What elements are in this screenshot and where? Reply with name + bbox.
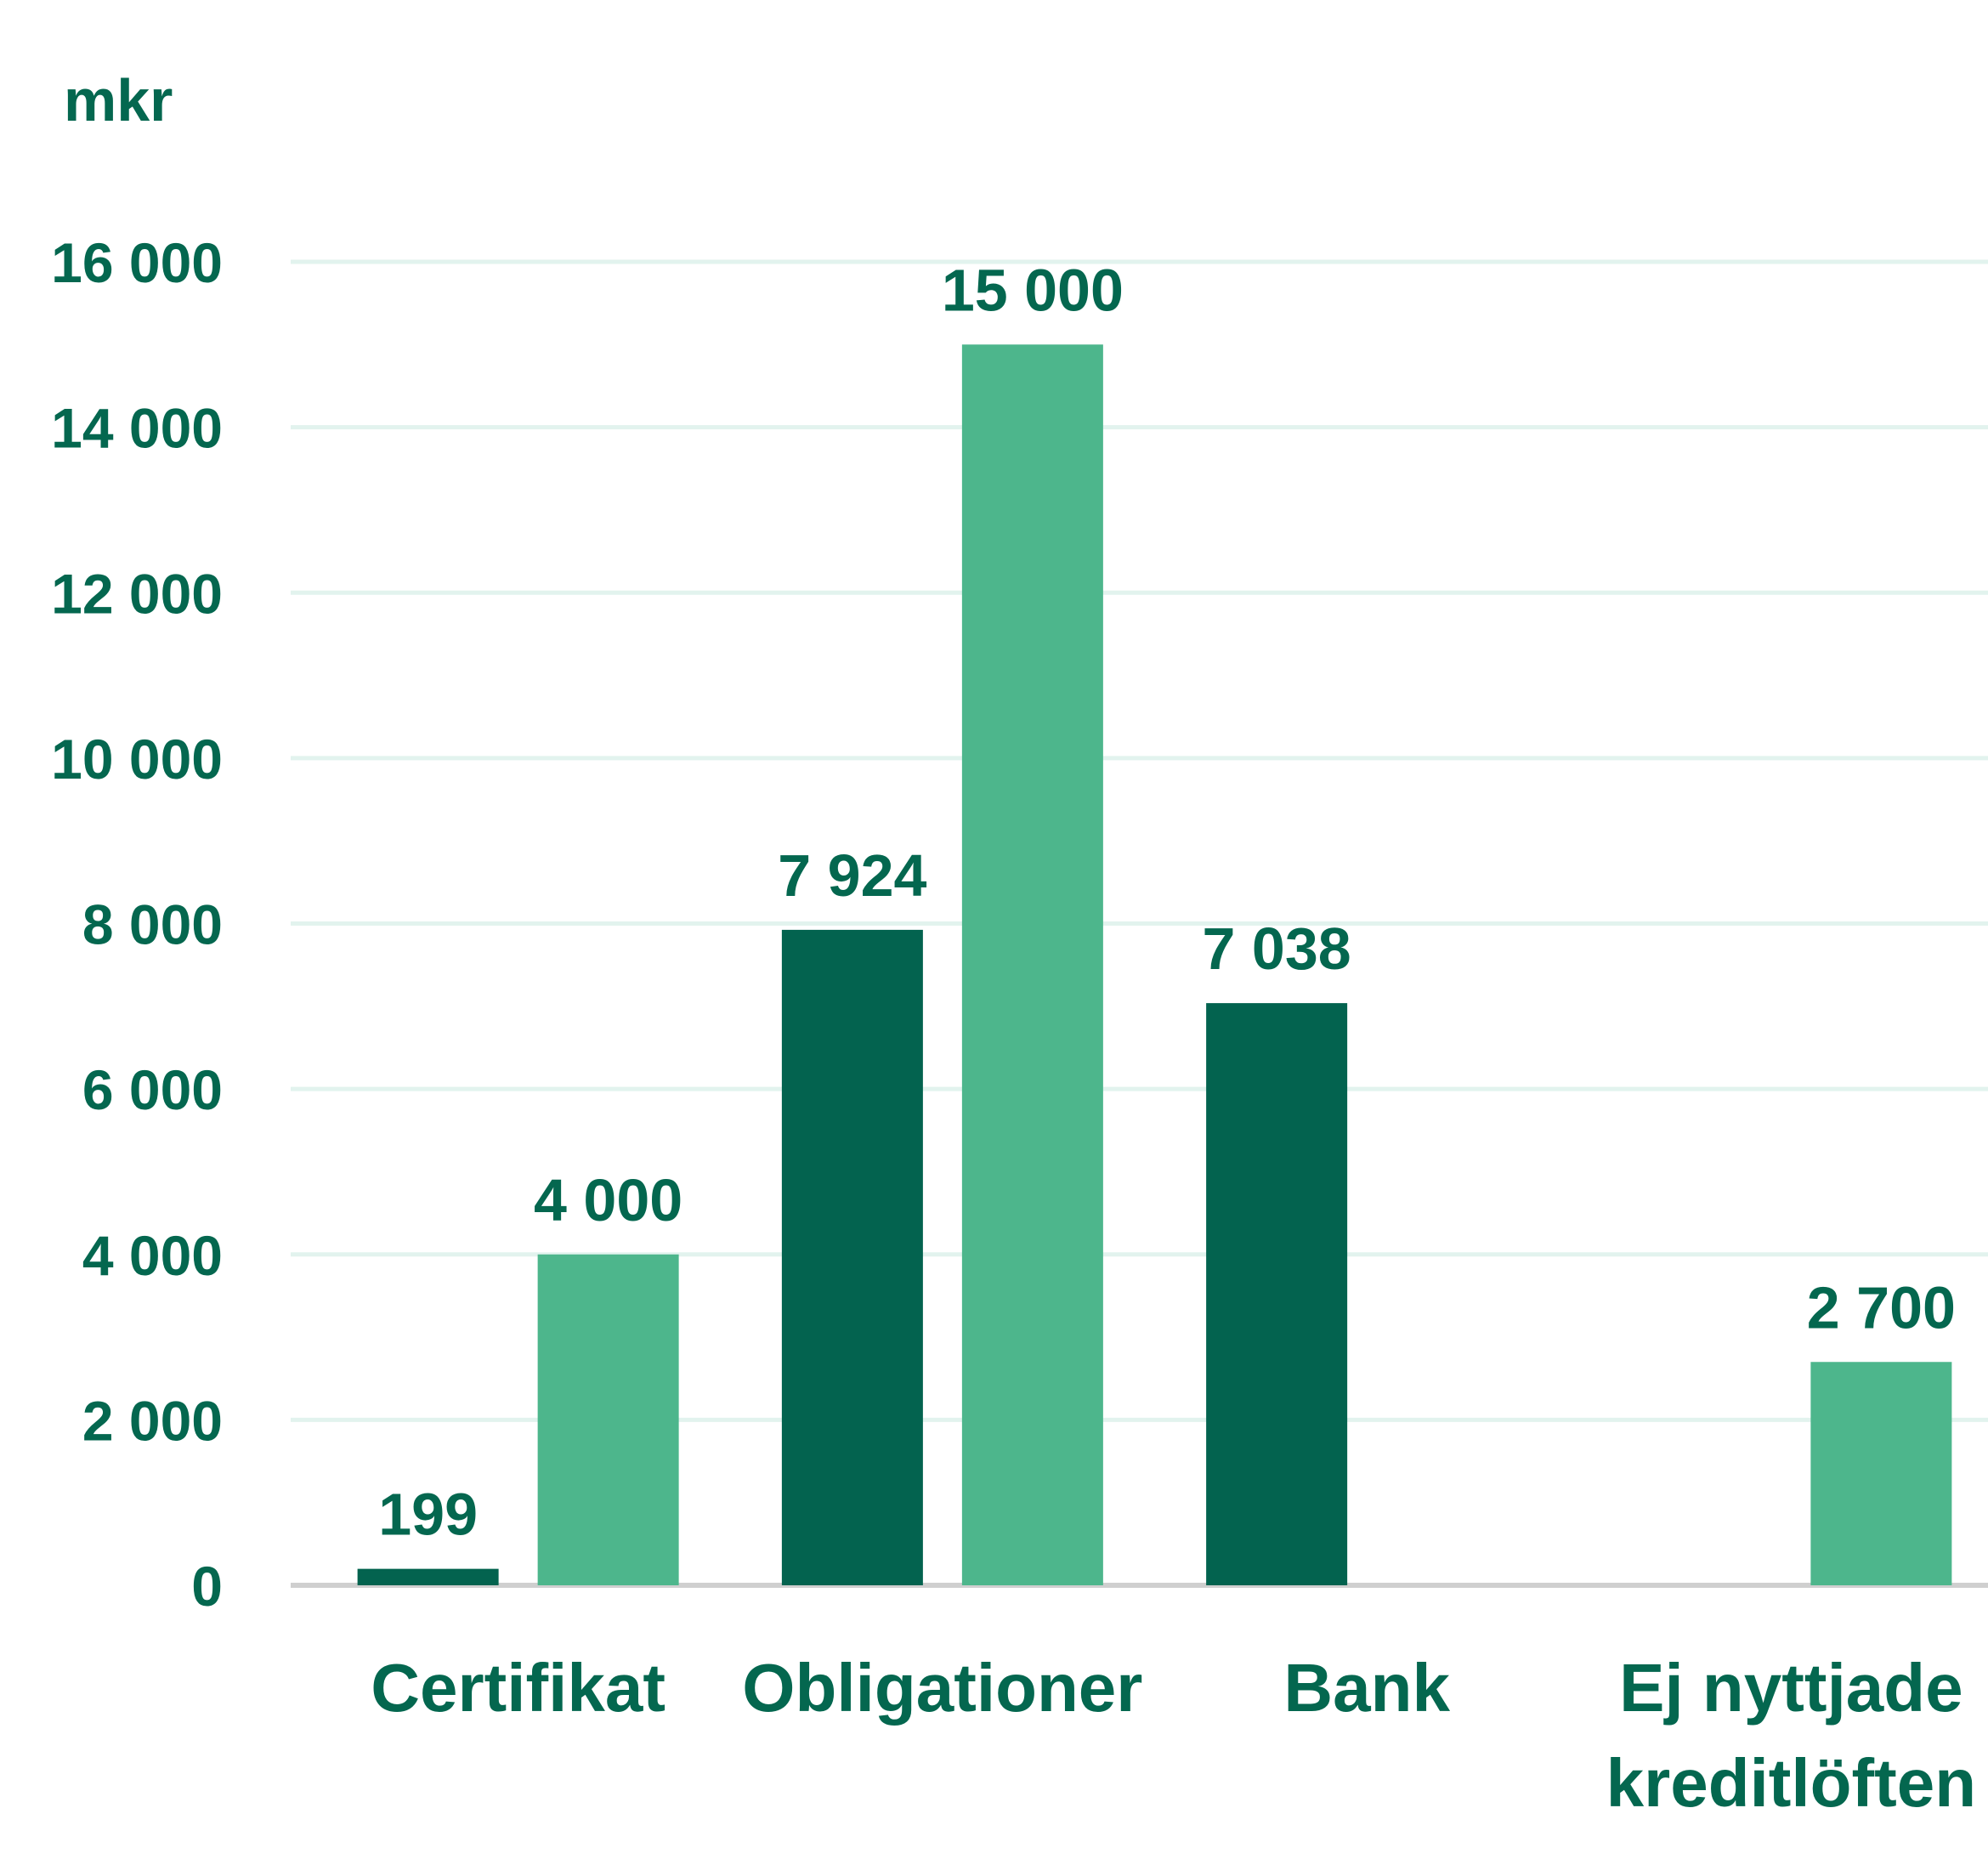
y-tick-label-3: 6 000: [82, 1058, 223, 1121]
bars: [357, 344, 1952, 1585]
bar-0-1: [537, 1254, 679, 1585]
bar-3-1: [1810, 1362, 1952, 1585]
data-label-3-1: 2 700: [1807, 1274, 1956, 1340]
bar-1-0: [781, 929, 923, 1585]
bar-1-1: [961, 344, 1103, 1585]
y-tick-label-5: 10 000: [51, 728, 223, 791]
y-tick-label-6: 12 000: [51, 562, 223, 625]
data-label-2-0: 7 038: [1203, 915, 1351, 982]
data-label-0-0: 199: [378, 1482, 478, 1548]
y-tick-label-0: 0: [191, 1555, 223, 1618]
data-labels: 199 4 000 7 924 15 000 7 038 2 700: [378, 257, 1956, 1547]
y-unit-label: mkr: [64, 67, 173, 133]
bar-0-0: [357, 1568, 499, 1585]
data-label-1-0: 7 924: [778, 842, 926, 909]
category-label-3-0: Ej nyttjade: [1619, 1650, 1963, 1726]
y-tick-label-8: 16 000: [51, 231, 223, 294]
data-label-1-1: 15 000: [942, 257, 1124, 323]
data-label-0-1: 4 000: [534, 1167, 682, 1233]
bar-2-0: [1206, 1003, 1348, 1585]
category-label-1-0: Obligationer: [742, 1650, 1142, 1726]
category-label-0-0: Certifikat: [371, 1650, 665, 1726]
y-tick-label-1: 2 000: [82, 1389, 223, 1452]
category-label-3-1: kreditlöften: [1606, 1745, 1977, 1821]
y-tick-label-4: 8 000: [82, 893, 223, 956]
y-tick-label-2: 4 000: [82, 1224, 223, 1287]
y-axis-tick-labels: 0 2 000 4 000 6 000 8 000 10 000 12 000 14 000 1…: [51, 231, 223, 1618]
y-tick-label-7: 14 000: [51, 397, 223, 460]
category-label-2-0: Bank: [1283, 1650, 1450, 1726]
x-axis-category-labels: Certifikat Obligationer Bank Ej nyttjade kre…: [371, 1650, 1976, 1821]
